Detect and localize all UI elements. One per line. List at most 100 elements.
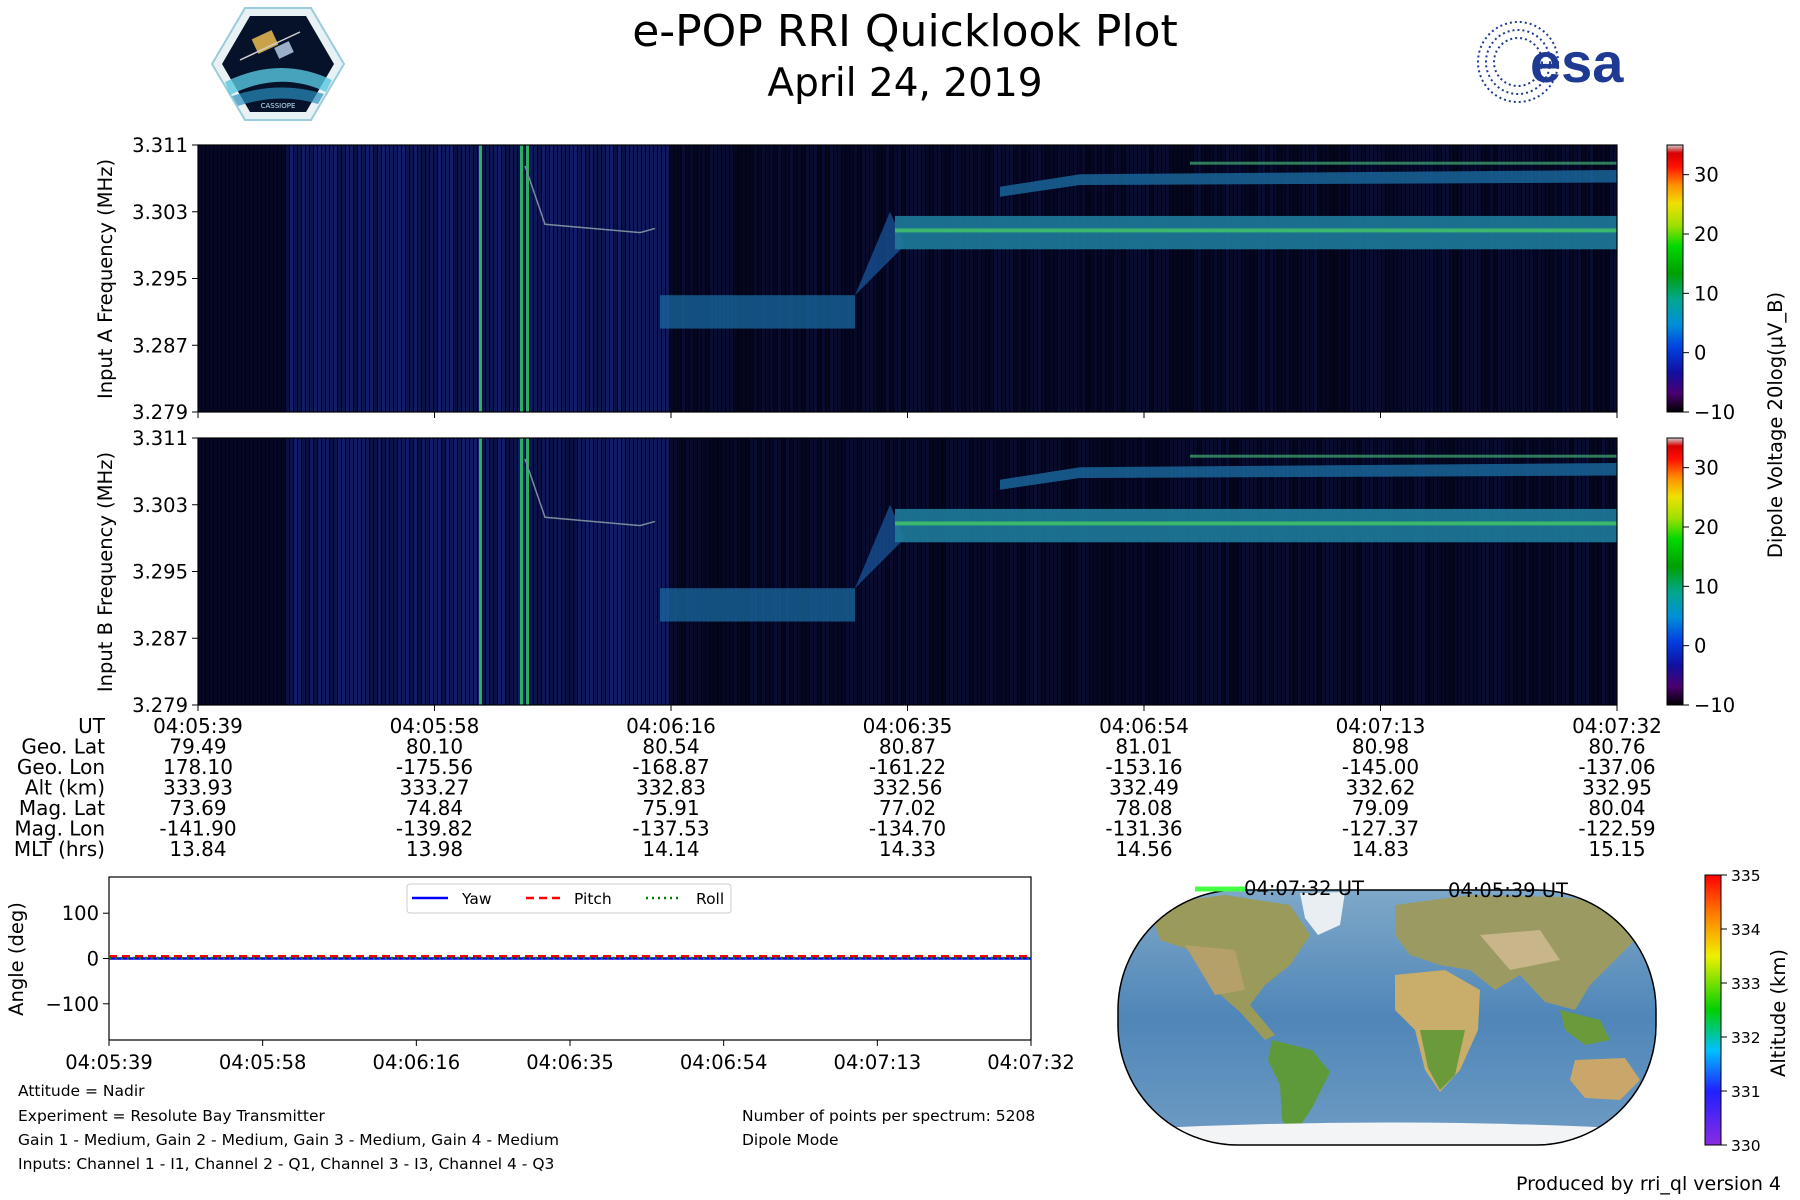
attitude-y-label: Angle (deg) [5,902,28,1016]
spectrogram-input-a: 3.311 3.303 3.295 3.287 3.279 [132,134,1618,424]
esa-logo: esa [1477,21,1624,103]
spectrogram-input-b: 3.311 3.303 3.295 3.287 3.279 [132,427,1618,717]
ephemeris-cell: -161.22 [869,755,946,779]
altitude-colorbar-label: Altitude (km) [1767,949,1790,1077]
altitude-tick-label: 334 [1731,921,1761,939]
main-band [895,215,1617,250]
colorbar-label: Dipole Voltage 20log(μV_B) [1764,292,1787,558]
ephemeris-cell: 14.83 [1352,837,1409,861]
colorbar-tick-label: −10 [1694,694,1735,717]
ephemeris-row-label: MLT (hrs) [14,837,105,861]
ephemeris-cell: 04:07:32 [1572,714,1662,738]
ephemeris-cell: -153.16 [1105,755,1182,779]
track-label-start: 04:05:39 UT [1448,879,1568,902]
ephemeris-cell: 04:06:16 [626,714,716,738]
ephemeris-row-label: Mag. Lon [14,817,105,841]
ephemeris-cell: 78.08 [1115,796,1172,820]
ephemeris-cell: -137.53 [632,817,709,841]
ephemeris-cell: 80.10 [406,735,463,759]
ephemeris-cell: -145.00 [1342,755,1419,779]
ephemeris-cell: 81.01 [1115,735,1172,759]
attitude-x-tick: 04:06:16 [373,1051,461,1074]
attitude-x-tick: 04:05:39 [65,1051,153,1074]
ephemeris-cell: 75.91 [642,796,699,820]
altitude-tick-label: 335 [1731,867,1761,885]
y-tick-label: 3.287 [132,334,188,357]
legend-roll: Roll [696,890,724,908]
ephemeris-cell: 80.87 [879,735,936,759]
ephemeris-cell: 04:05:39 [153,714,243,738]
ephemeris-cell: 04:05:58 [390,714,480,738]
y-tick-label: 3.279 [132,694,188,717]
ephemeris-cell: 77.02 [879,796,936,820]
lower-band [660,588,855,622]
attitude-y-tick: 0 [87,948,99,971]
attitude-plot: 100 0 −100 04:05:39 04:05:58 04:06:16 04:06:35… [45,902,1074,1074]
world-map: 04:07:32 UT 04:05:39 UT [1117,877,1657,1146]
ephemeris-cell: 332.95 [1582,776,1652,800]
ephemeris-cell: 333.27 [400,776,470,800]
altitude-tick-label: 333 [1731,975,1761,993]
ephemeris-cell: 74.84 [406,796,463,820]
altitude-colorbar-ticks: 335 334 333 332 331 330 [1721,867,1761,1155]
ephemeris-cell: -175.56 [396,755,473,779]
colorbar-tick-label: 30 [1694,457,1719,480]
spectrogram-background [198,145,1617,412]
ephemeris-cell: 332.49 [1109,776,1179,800]
ephemeris-row-label: Mag. Lat [19,796,105,820]
altitude-tick-label: 332 [1731,1029,1761,1047]
ephemeris-cell: 332.62 [1346,776,1416,800]
ephemeris-cell: 79.09 [1352,796,1409,820]
y-tick-label: 3.287 [132,627,188,650]
ephemeris-cell: 14.33 [879,837,936,861]
ephemeris-cell: 80.54 [642,735,699,759]
ephemeris-cell: -131.36 [1105,817,1182,841]
info-experiment: Experiment = Resolute Bay Transmitter [18,1107,326,1125]
y-tick-label: 3.311 [132,134,188,157]
colorbar-tick-label: 20 [1694,223,1719,246]
altitude-tick-label: 331 [1731,1083,1761,1101]
ephemeris-cell: -134.70 [869,817,946,841]
ephemeris-cell: -122.59 [1578,817,1655,841]
attitude-x-tick: 04:06:54 [680,1051,768,1074]
track-label-end: 04:07:32 UT [1244,877,1364,900]
colorbar-tick-label: 0 [1694,635,1706,658]
page-title: e-POP RRI Quicklook Plot [632,6,1178,57]
footer-version: Produced by rri_ql version 4 [1516,1173,1781,1195]
y-tick-label: 3.303 [132,494,188,517]
main-band [895,508,1617,543]
y-tick-label: 3.279 [132,401,188,424]
ephemeris-cell: 13.84 [169,837,226,861]
ephemeris-row-label: Geo. Lat [21,735,105,759]
altitude-tick-label: 330 [1731,1137,1761,1155]
ephemeris-cell: 73.69 [169,796,226,820]
mission-logo: CASSIOPE [210,7,346,121]
y-axis-label-b: Input B Frequency (MHz) [94,452,117,692]
info-gains: Gain 1 - Medium, Gain 2 - Medium, Gain 3… [18,1131,559,1149]
south-america [1268,1040,1330,1138]
y-tick-label: 3.295 [132,268,188,291]
ephemeris-cell: 04:07:13 [1336,714,1426,738]
altitude-colorbar [1704,874,1722,1146]
upper-band [1000,170,1617,197]
ephemeris-cell: 178.10 [163,755,233,779]
y-tick-label: 3.303 [132,201,188,224]
ephemeris-cell: 332.83 [636,776,706,800]
attitude-y-tick: 100 [62,902,99,925]
ephemeris-cell: 14.56 [1115,837,1172,861]
attitude-legend: Yaw Pitch Roll [406,883,732,914]
esa-logo-text: esa [1530,31,1624,94]
info-inputs: Inputs: Channel 1 - I1, Channel 2 - Q1, … [18,1155,554,1173]
ephemeris-cell: 15.15 [1588,837,1645,861]
ephemeris-cell: -127.37 [1342,817,1419,841]
attitude-y-tick: −100 [45,993,99,1016]
mission-logo-text: CASSIOPE [261,102,296,110]
colorbar-input-b [1666,437,1684,706]
attitude-x-tick: 04:07:32 [987,1051,1075,1074]
colorbar-ticks: 30 20 10 0 −10 30 20 10 0 −10 [1683,164,1735,717]
page-subtitle: April 24, 2019 [767,61,1042,106]
ephemeris-cell: 80.76 [1588,735,1645,759]
ephemeris-cell: 14.14 [642,837,699,861]
legend-yaw: Yaw [461,890,492,908]
